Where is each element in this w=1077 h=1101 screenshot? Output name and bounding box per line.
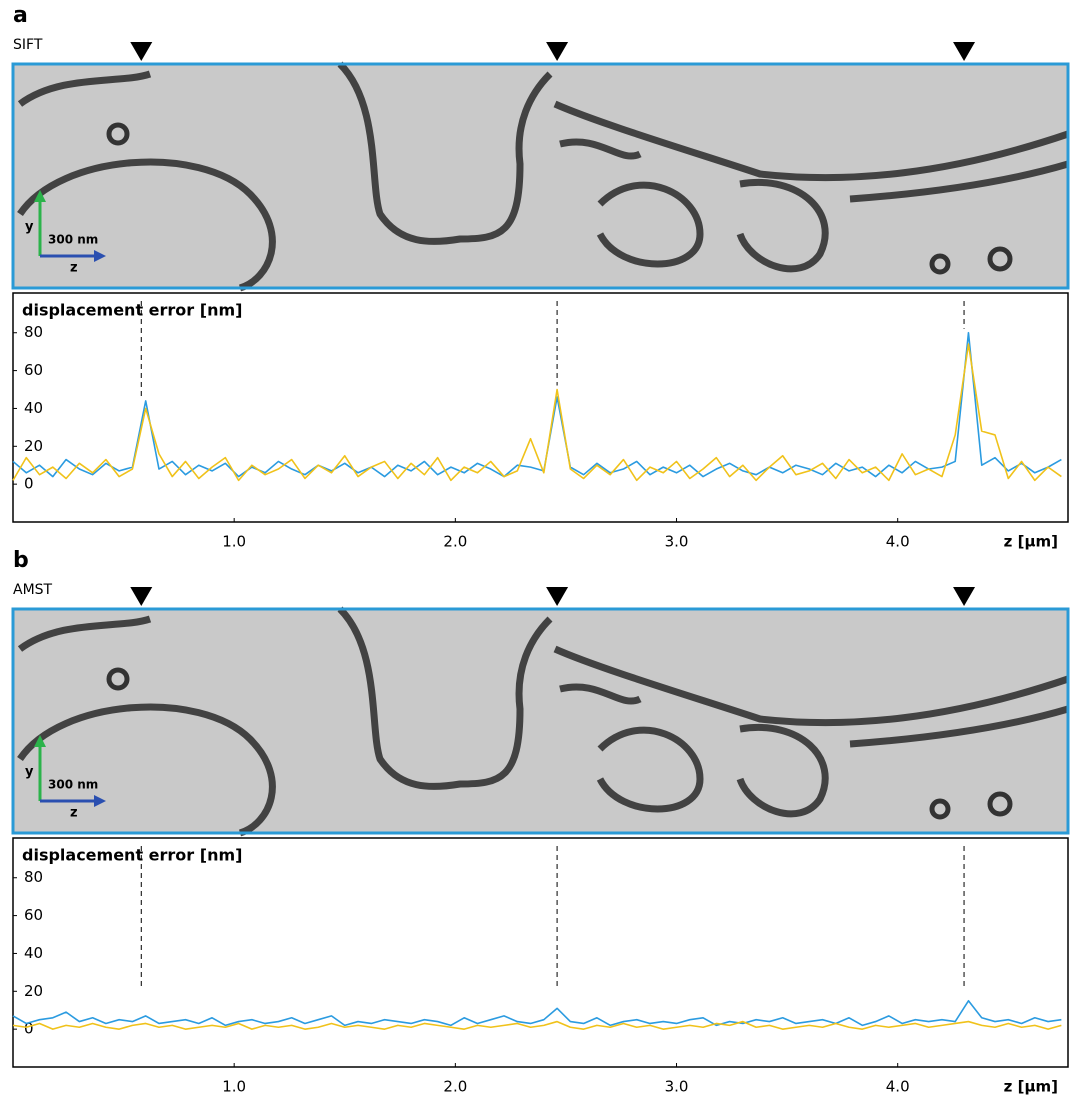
- panel-subtitle: AMST: [13, 582, 53, 598]
- marker-triangle: [130, 587, 153, 606]
- y-tick-label: 40: [24, 944, 43, 962]
- marker-triangle: [953, 587, 976, 606]
- membrane: [17, 158, 276, 292]
- membrane: [559, 138, 642, 160]
- y-tick-label: 20: [24, 437, 43, 455]
- x-tick-label: 4.0: [886, 1078, 910, 1096]
- membrane: [337, 61, 553, 245]
- membrane: [559, 683, 642, 705]
- membrane: [553, 100, 1070, 182]
- plot-frame: [12, 292, 1069, 523]
- vesicle: [106, 122, 130, 146]
- em-image: [13, 64, 1068, 288]
- x-tick-label: 4.0: [886, 533, 910, 551]
- membrane: [736, 724, 829, 818]
- membrane: [849, 705, 1069, 748]
- scale-z-label: z: [70, 261, 78, 276]
- x-tick-label: 2.0: [443, 533, 467, 551]
- x-tick-label: 2.0: [443, 1078, 467, 1096]
- arrow-head: [34, 735, 46, 747]
- membrane: [596, 181, 704, 268]
- scale-label: 300 nm: [48, 778, 98, 792]
- y-tick-label: 60: [24, 361, 43, 379]
- y-tick-label: 0: [24, 475, 34, 493]
- vesicle: [929, 798, 951, 820]
- marker-triangle: [546, 42, 569, 61]
- x-tick-label: 1.0: [222, 533, 246, 551]
- error-line: [12, 331, 1062, 478]
- marker-triangle: [546, 587, 569, 606]
- y-tick-label: 80: [24, 323, 43, 341]
- y-axis-label: displacement error [nm]: [22, 846, 242, 865]
- membrane: [849, 160, 1069, 203]
- x-axis-label: z [µm]: [1004, 1078, 1058, 1096]
- membrane: [17, 615, 152, 652]
- scale-y-label: y: [25, 220, 34, 235]
- y-tick-label: 40: [24, 399, 43, 417]
- membrane: [17, 703, 276, 837]
- membrane: [596, 726, 704, 813]
- arrow-head: [34, 190, 46, 202]
- panel-label: a: [13, 3, 28, 28]
- vesicle: [987, 246, 1013, 272]
- error-line: [12, 999, 1062, 1027]
- membrane: [17, 70, 152, 107]
- plot-frame: [12, 837, 1069, 1068]
- error-line: [12, 343, 1062, 482]
- panel-subtitle: SIFT: [13, 37, 43, 53]
- panel-label: b: [13, 548, 29, 573]
- y-axis-label: displacement error [nm]: [22, 301, 242, 320]
- y-tick-label: 60: [24, 906, 43, 924]
- marker-triangle: [130, 42, 153, 61]
- membrane: [337, 606, 553, 790]
- image-frame: [11, 607, 1070, 835]
- x-tick-label: 1.0: [222, 1078, 246, 1096]
- vesicle: [106, 667, 130, 691]
- error-line: [12, 1020, 1062, 1030]
- membrane: [553, 645, 1070, 727]
- marker-triangle: [953, 42, 976, 61]
- y-tick-label: 80: [24, 868, 43, 886]
- arrow-head: [94, 250, 106, 262]
- y-tick-label: 0: [24, 1020, 34, 1038]
- vesicle: [929, 253, 951, 275]
- y-tick-label: 20: [24, 982, 43, 1000]
- em-image: [13, 609, 1068, 833]
- x-axis-label: z [µm]: [1004, 533, 1058, 551]
- image-frame: [11, 62, 1070, 290]
- scale-z-label: z: [70, 806, 78, 821]
- arrow-head: [94, 795, 106, 807]
- x-tick-label: 3.0: [665, 1078, 689, 1096]
- membrane: [736, 179, 829, 273]
- x-tick-label: 3.0: [665, 533, 689, 551]
- vesicle: [987, 791, 1013, 817]
- scale-y-label: y: [25, 765, 34, 780]
- scale-label: 300 nm: [48, 233, 98, 247]
